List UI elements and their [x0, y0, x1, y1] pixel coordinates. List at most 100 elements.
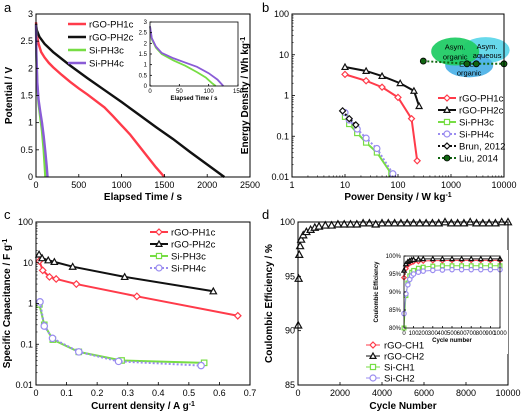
panel-label-a: a: [4, 0, 12, 15]
data-point-Brun, 2012: [338, 107, 347, 115]
series-line-Brun, 2012: [341, 110, 357, 126]
inset-point-rGO-CH2: [467, 255, 475, 262]
data-point-rGO-CH2: [314, 221, 324, 230]
panel-a-xtick-label: 1500: [154, 180, 174, 190]
inset-point-rGO-CH2: [415, 255, 422, 262]
legend-marker-Si-PH4c: [443, 130, 451, 138]
legend-label-rGO-CH2: rGO-CH2: [384, 352, 424, 363]
panel-a-inset-xlabel: Elapsed Time / s: [171, 96, 219, 102]
data-point-rGO-CH2: [421, 218, 431, 227]
inset-point-rGO-CH2: [410, 256, 417, 262]
panel-d-inset-ytick-label: 85%: [389, 308, 402, 314]
data-point-rGO-CH2: [364, 218, 374, 227]
panel-c-ytick-label: 0.1: [20, 339, 33, 349]
data-point-rGO-PH2c: [34, 249, 44, 258]
panel-b-ytick-label: 0.01: [271, 172, 289, 182]
panel-a-ytick-label: 2: [28, 63, 33, 73]
data-point-rGO-PH2c: [120, 272, 129, 281]
data-point-rGO-PH2c: [44, 255, 53, 264]
panel-c-xlabel: Current density / A g-1: [91, 401, 195, 413]
legend-marker-rGO-PH1c: [443, 94, 451, 102]
panel-a-ylabel: Potential / V: [4, 67, 15, 125]
panel-d-xtick-label: 10000: [495, 388, 520, 398]
panel-d-inset-ytick-label: 80%: [389, 326, 402, 332]
inset-point-Si-CH2: [420, 268, 427, 274]
inset-point-rGO-CH2: [419, 255, 427, 262]
data-point-rGO-CH2: [358, 218, 368, 227]
legend-label-rGO-PH2c: rGO-PH2c: [459, 106, 504, 117]
panel-c-ylabel: Specific Capacitance / F g-1: [2, 239, 14, 369]
panel-b-ytick-label: 0.1: [276, 131, 289, 141]
data-point-rGO-CH2: [453, 218, 463, 227]
panel-a-inset-ytick-label: 1: [144, 63, 148, 69]
panel-d-ytick-label: 90: [285, 326, 295, 336]
data-point-Si-PH4c: [75, 348, 83, 356]
data-point-Si-PH4c: [36, 298, 44, 306]
legend-marker-Liu, 2014: [443, 154, 451, 162]
inset-point-Si-CH1: [439, 263, 445, 269]
legend-label-Si-PH3c: Si-PH3c: [89, 46, 124, 57]
data-point-rGO-CH2: [352, 219, 362, 228]
data-point-rGO-CH2: [490, 218, 500, 227]
data-point-Liu, 2014: [419, 57, 427, 65]
data-point-rGO-CH2: [377, 218, 387, 227]
legend-label-Brun, 2012: Brun, 2012: [459, 142, 505, 153]
panel-a-xlabel: Elapsed Time / s: [104, 192, 183, 203]
panel-c-ytick-label: 1: [28, 299, 33, 309]
panel-a-inset-ytick-label: 1.5: [139, 52, 148, 58]
panel-a-ytick-label: 3: [28, 9, 33, 19]
legend-label-Si-PH3c: Si-PH3c: [459, 118, 494, 129]
legend-label-rGO-PH2c: rGO-PH2c: [89, 33, 134, 44]
legend-label-rGO-PH1c: rGO-PH1c: [89, 20, 134, 31]
data-point-Si-PH4c: [197, 361, 205, 370]
data-point-rGO-CH2: [478, 218, 488, 227]
legend-label-Si-CH1: Si-CH1: [384, 363, 415, 374]
panel-b-xtick-label: 10: [340, 180, 350, 190]
data-point-rGO-CH2: [390, 218, 400, 227]
panel-d-inset-xtick-label: 600: [457, 331, 468, 337]
data-point-rGO-CH2: [484, 218, 494, 227]
panel-a-inset-ytick-label: 0: [144, 84, 148, 90]
region-label-asym-aqueous-2: aqueous: [473, 51, 502, 60]
panel-b-ytick-label: 100: [274, 9, 289, 19]
panel-c-xtick-label: 0.3: [121, 388, 134, 398]
panel-a-ytick-label: 2.5: [20, 36, 33, 46]
inset-point-Si-CH1: [430, 263, 436, 269]
legend-label-Si-PH4c: Si-PH4c: [89, 59, 124, 70]
data-point-Si-PH4c: [48, 334, 57, 343]
panel-d-inset-ylabel: Coulombic Efficiency: [374, 261, 380, 323]
data-point-rGO-PH1c: [378, 83, 386, 92]
inset-point-rGO-CH2: [448, 255, 456, 262]
data-point-rGO-PH1c: [45, 272, 54, 281]
data-point-Brun, 2012: [345, 114, 354, 123]
series-line-Si-PH4c: [38, 301, 202, 367]
panel-d-inset-xlabel: Cycle number: [432, 338, 472, 344]
panel-d-xlabel: Cycle Number: [369, 401, 436, 412]
panel-label-c: c: [4, 207, 11, 222]
series-line-rGO-PH1c: [34, 22, 166, 178]
series-line-Si-PH3c: [38, 304, 205, 364]
panel-b-ytick-label: 10: [279, 50, 289, 60]
panel-b-xlabel: Power Density / W kg-1: [344, 192, 451, 204]
panel-d-inset-ytick-label: 90%: [389, 290, 402, 296]
legend-label-Si-PH4c: Si-PH4c: [459, 130, 494, 141]
region-label-asym-organic: Asym.: [445, 43, 466, 52]
panel-d-inset-ytick-label: 100%: [386, 254, 402, 260]
legend-marker-Si-PH4c: [155, 264, 163, 272]
panel-a-inset-xtick-label: 0: [148, 89, 152, 95]
inset-point-Si-CH2: [410, 271, 417, 277]
panel-a-inset-xtick-label: 150: [233, 89, 244, 95]
region-label-edlc-2: organic: [457, 68, 482, 77]
panel-b-xtick-label: 1000: [441, 180, 461, 190]
inset-point-Si-CH2: [487, 266, 494, 273]
data-point-rGO-PH1c: [394, 93, 402, 102]
panel-d-inset-xtick-label: 700: [466, 331, 477, 337]
panel-c-xtick-label: 0.4: [152, 388, 165, 398]
data-point-rGO-CH2: [327, 220, 337, 229]
legend-marker-rGO-CH2: [368, 351, 378, 359]
inset-point-Si-CH2: [439, 267, 446, 273]
panel-a-ytick-label: 0.5: [20, 145, 33, 155]
panel-c-ytick-label: 0.01: [15, 380, 33, 390]
panel-a-xtick-label: 2000: [197, 180, 217, 190]
